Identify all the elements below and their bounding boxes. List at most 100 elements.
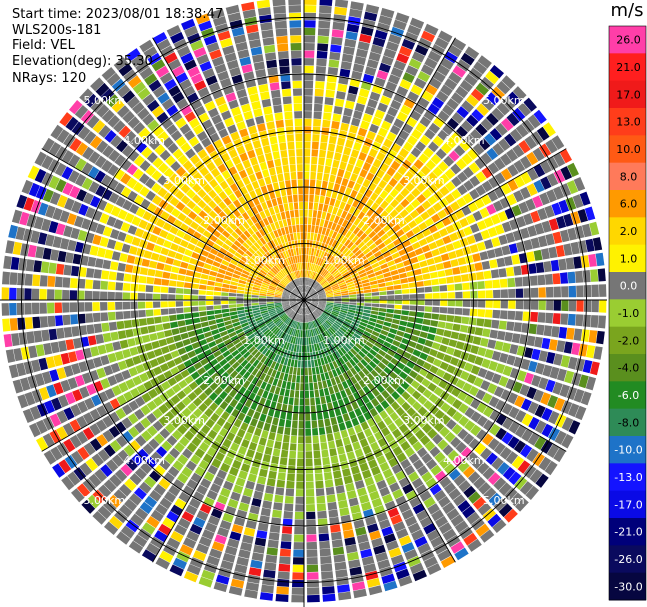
velocity-gate (352, 63, 365, 73)
velocity-gate (258, 228, 266, 237)
velocity-gate (217, 494, 228, 505)
azimuth-line (152, 37, 305, 301)
velocity-gate (141, 392, 152, 403)
velocity-gate (371, 246, 380, 254)
velocity-gate (263, 277, 271, 283)
velocity-gate (133, 122, 146, 134)
velocity-gate (272, 0, 286, 7)
velocity-gate (329, 174, 336, 183)
velocity-gate (463, 532, 478, 546)
velocity-gate (301, 247, 304, 255)
velocity-gate (170, 111, 183, 123)
velocity-gate (324, 321, 331, 328)
velocity-gate (68, 154, 81, 168)
velocity-gate (333, 292, 341, 295)
velocity-gate (432, 433, 443, 445)
velocity-gate (183, 59, 197, 71)
velocity-gate (252, 140, 262, 149)
velocity-gate (377, 102, 388, 113)
velocity-gate (57, 250, 67, 263)
velocity-gate (431, 213, 441, 223)
velocity-gate (297, 179, 303, 187)
velocity-gate (561, 300, 569, 312)
velocity-gate (581, 329, 590, 342)
colorbar-swatch (609, 518, 646, 546)
velocity-gate (357, 455, 367, 465)
velocity-gate (239, 319, 248, 325)
velocity-gate (304, 111, 312, 119)
velocity-gate (326, 293, 334, 297)
velocity-gate (233, 418, 243, 428)
velocity-gate (334, 6, 348, 16)
velocity-gate (326, 304, 334, 308)
velocity-gate (261, 406, 269, 415)
velocity-gate (124, 498, 138, 512)
velocity-gate (293, 289, 299, 295)
velocity-gate (528, 323, 537, 335)
velocity-gate (472, 253, 481, 262)
velocity-gate (46, 384, 57, 398)
velocity-gate (386, 540, 399, 551)
velocity-gate (171, 65, 185, 78)
velocity-gate (163, 167, 175, 179)
velocity-gate (388, 264, 397, 271)
velocity-gate (225, 251, 234, 259)
velocity-gate (39, 288, 47, 300)
velocity-gate (50, 124, 64, 140)
velocity-gate (43, 400, 55, 414)
colorbar-tick-label: 0.0 (620, 280, 638, 293)
velocity-gate (217, 30, 231, 41)
velocity-gate (305, 307, 308, 315)
velocity-gate (553, 186, 565, 200)
velocity-gate (49, 413, 62, 427)
velocity-gate (274, 386, 281, 395)
velocity-gate (240, 422, 249, 431)
velocity-gate (99, 213, 110, 224)
velocity-gate (504, 487, 518, 501)
velocity-gate (491, 373, 502, 384)
velocity-gate (395, 203, 404, 213)
velocity-gate (453, 367, 463, 378)
velocity-gate (167, 250, 177, 258)
velocity-gate (466, 114, 479, 127)
velocity-gate (421, 378, 431, 388)
velocity-gate (536, 324, 545, 336)
velocity-gate (515, 300, 524, 310)
velocity-gate (349, 385, 357, 394)
velocity-gate (274, 305, 283, 308)
velocity-gate (362, 73, 375, 84)
velocity-gate (69, 434, 82, 449)
velocity-gate (266, 273, 274, 280)
velocity-gate (340, 61, 352, 70)
velocity-gate (416, 509, 429, 522)
velocity-gate (329, 315, 337, 321)
velocity-gate (164, 203, 175, 214)
velocity-gate (475, 171, 487, 183)
velocity-gate (274, 494, 284, 503)
velocity-gate (102, 429, 115, 443)
velocity-gate (177, 454, 189, 466)
velocity-gate (438, 344, 448, 353)
velocity-gate (527, 401, 539, 415)
velocity-gate (229, 222, 238, 231)
velocity-gate (326, 296, 334, 299)
velocity-gate (274, 295, 282, 298)
velocity-gate (209, 548, 223, 559)
velocity-gate (274, 362, 280, 371)
colorbar-swatch (609, 190, 646, 218)
velocity-gate (273, 238, 279, 246)
velocity-gate (585, 376, 597, 391)
velocity-gate (304, 375, 309, 383)
velocity-gate (156, 262, 165, 271)
velocity-gate (214, 396, 223, 406)
velocity-gate (311, 141, 319, 150)
velocity-gate (183, 571, 199, 583)
velocity-gate (507, 91, 522, 106)
velocity-gate (301, 277, 303, 285)
velocity-gate (160, 301, 168, 308)
velocity-gate (19, 211, 30, 226)
colorbar-swatch (609, 572, 646, 601)
velocity-gate (385, 281, 394, 287)
velocity-gate (502, 342, 511, 353)
velocity-gate (69, 138, 82, 152)
